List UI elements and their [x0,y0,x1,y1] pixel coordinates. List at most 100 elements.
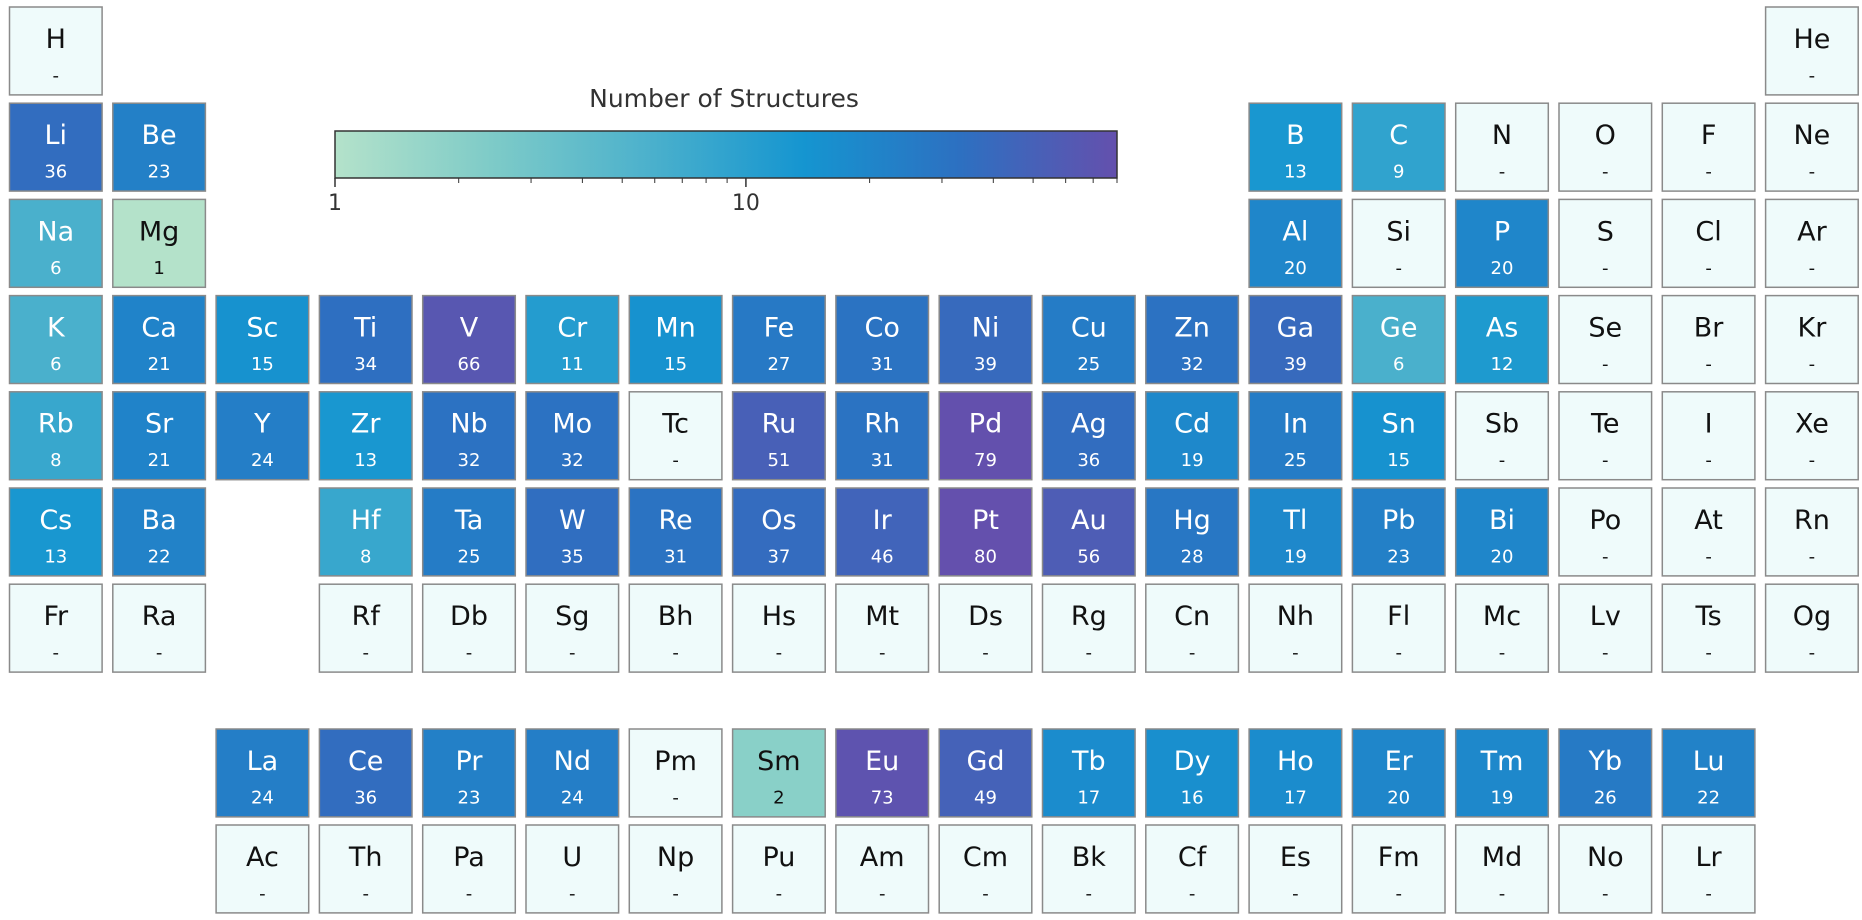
empty-cell [1661,102,1756,192]
element-cell [628,487,723,577]
element-value: 31 [871,450,894,471]
element-value: - [1602,883,1609,904]
element-value: 19 [1181,450,1204,471]
element-symbol: Pt [972,505,999,536]
element-value: 51 [767,450,790,471]
element-value: 36 [44,162,67,183]
empty-cell [1558,102,1653,192]
element-value: - [982,643,989,664]
element-symbol: Sb [1485,409,1519,440]
element-value: - [1395,258,1402,279]
element-symbol: H [46,24,66,55]
element-cell [1351,102,1446,192]
element-symbol: Rh [864,409,900,440]
element-symbol: Mc [1483,601,1521,632]
element-value: - [776,883,783,904]
empty-cell [215,824,310,914]
element-value: 25 [1284,450,1307,471]
element-symbol: Nb [450,409,487,440]
element-symbol: Kr [1797,313,1827,344]
element-cell [1351,391,1446,481]
element-value: - [1809,258,1816,279]
empty-cell [318,824,413,914]
element-symbol: V [460,313,479,344]
element-value: 46 [871,546,894,567]
element-symbol: Mo [552,409,592,440]
element-value: - [1189,643,1196,664]
element-symbol: I [1705,409,1713,440]
empty-cell [318,583,413,673]
empty-cell [1041,824,1136,914]
element-cell [1351,728,1446,818]
element-cell [1248,294,1343,385]
element-symbol: Cl [1695,216,1721,247]
element-value: - [1395,643,1402,664]
element-symbol: Cr [557,313,588,344]
element-symbol: Nh [1277,601,1314,632]
element-cell [835,294,930,385]
element-value: 12 [1491,354,1514,375]
element-symbol: Al [1282,216,1308,247]
empty-cell [1558,198,1653,289]
element-symbol: Cf [1178,842,1208,873]
element-symbol: Fm [1378,842,1420,873]
element-cell [731,728,826,818]
element-symbol: W [559,505,586,536]
element-cell [421,487,517,577]
element-cell [1248,391,1343,481]
element-cell [1248,102,1343,192]
element-cell [318,294,413,385]
element-cell [525,728,620,818]
element-value: - [1602,162,1609,183]
element-cell [938,294,1033,385]
empty-cell [112,583,207,673]
element-symbol: He [1793,24,1830,55]
element-value: 17 [1077,787,1100,808]
element-cell [938,728,1033,818]
element-cell [1661,728,1756,818]
element-symbol: Rf [352,601,382,632]
element-symbol: As [1486,313,1519,344]
empty-cell [1145,583,1240,673]
element-symbol: Es [1280,842,1311,873]
element-symbol: Ru [762,409,797,440]
element-symbol: Ne [1793,120,1830,151]
element-value: 24 [561,787,584,808]
element-cell [8,198,103,289]
element-value: 9 [1393,162,1404,183]
element-value: 19 [1284,546,1307,567]
element-symbol: Pb [1382,505,1415,536]
element-value: - [1705,643,1712,664]
element-symbol: Sg [555,601,589,632]
empty-cell [1764,102,1859,192]
element-cell [112,487,207,577]
element-cell [1041,294,1136,385]
element-symbol: Te [1590,409,1620,440]
element-symbol: Bi [1489,505,1515,536]
element-cell [1351,487,1446,577]
element-symbol: No [1587,842,1624,873]
element-symbol: Ta [454,505,484,536]
element-value: 16 [1181,787,1204,808]
element-value: - [879,883,886,904]
element-symbol: Ds [968,601,1003,632]
element-cell [938,487,1033,577]
element-value: 32 [458,450,481,471]
element-symbol: Cn [1174,601,1210,632]
empty-cell [8,6,103,96]
element-symbol: Np [657,842,694,873]
element-symbol: Fe [764,313,795,344]
element-symbol: Hs [762,601,796,632]
element-cell [1454,728,1550,818]
element-symbol: S [1597,216,1614,247]
element-symbol: Ho [1277,746,1314,777]
element-value: - [1809,354,1816,375]
element-value: - [1809,643,1816,664]
element-value: 66 [458,354,481,375]
element-value: - [1809,162,1816,183]
element-symbol: Na [37,216,74,247]
element-symbol: Mg [139,216,179,247]
element-value: - [879,643,886,664]
element-cell [318,391,413,481]
element-symbol: Si [1386,216,1411,247]
